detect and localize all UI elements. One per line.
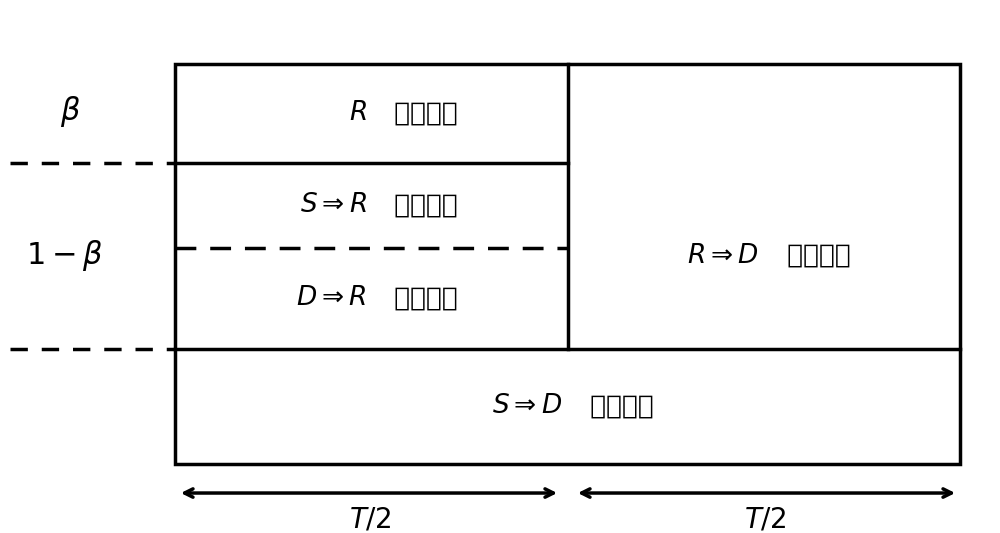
Text: $T/2$: $T/2$: [744, 506, 786, 533]
Text: 信息传输: 信息传输: [376, 192, 458, 218]
Bar: [175, 64, 960, 464]
Text: $R$: $R$: [349, 100, 366, 126]
Text: $D \Rightarrow R$: $D \Rightarrow R$: [296, 286, 366, 311]
Text: $S \Rightarrow R$: $S \Rightarrow R$: [300, 192, 366, 218]
Text: 信息传输: 信息传输: [572, 393, 654, 419]
Text: $T/2$: $T/2$: [349, 506, 391, 533]
Text: $S \Rightarrow D$: $S \Rightarrow D$: [492, 393, 562, 419]
Text: 干扰信号: 干扰信号: [376, 286, 458, 311]
Text: $1-\beta$: $1-\beta$: [26, 238, 104, 273]
Text: $\beta$: $\beta$: [60, 94, 80, 130]
Text: 信息传输: 信息传输: [769, 243, 851, 269]
Text: 能量采集: 能量采集: [376, 100, 458, 126]
Text: $R \Rightarrow D$: $R \Rightarrow D$: [687, 243, 759, 269]
